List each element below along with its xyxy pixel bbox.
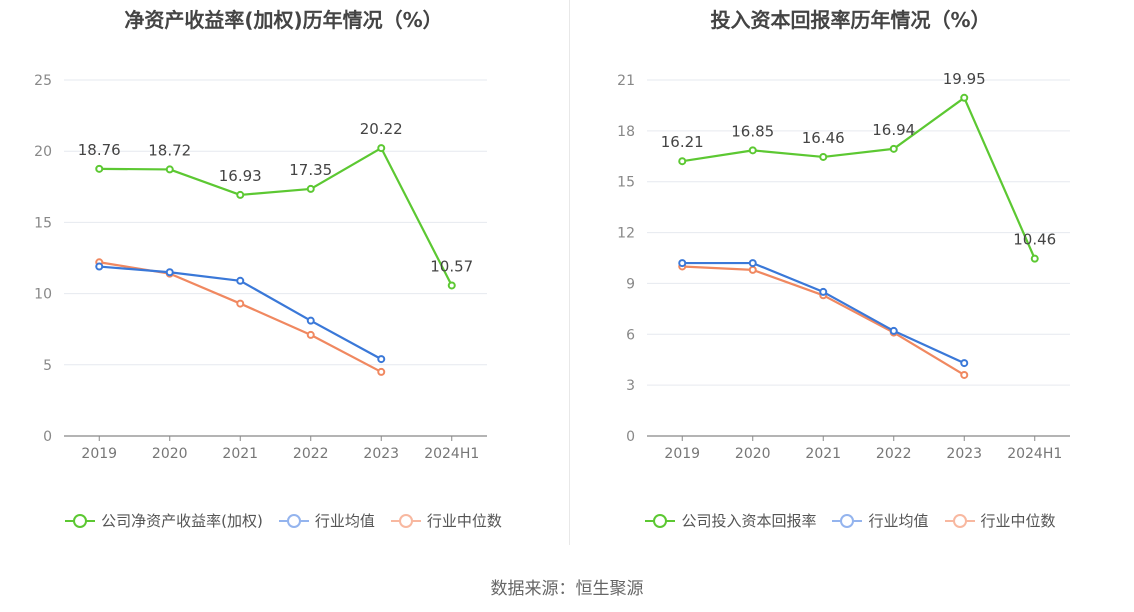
data-label: 17.35 (289, 161, 332, 179)
y-tick-label: 0 (43, 429, 52, 445)
x-tick-label: 2023 (946, 446, 982, 462)
y-tick-label: 15 (34, 215, 52, 231)
chart-legend: 公司投入资本回报率 行业均值 行业中位数 (567, 510, 1134, 531)
y-tick-label: 0 (626, 429, 635, 445)
legend-label: 公司净资产收益率(加权) (101, 512, 263, 530)
legend-label: 行业中位数 (980, 512, 1056, 530)
data-point (95, 262, 104, 271)
legend-marker-icon (832, 513, 863, 529)
data-point (377, 355, 386, 364)
x-tick-label: 2023 (363, 446, 399, 462)
data-point (819, 152, 828, 161)
y-tick-label: 15 (617, 175, 635, 191)
data-point (236, 276, 245, 285)
y-tick-label: 25 (34, 73, 52, 89)
x-tick-label: 2021 (222, 446, 258, 462)
x-tick-label: 2024H1 (1007, 446, 1062, 462)
chart-title: 投入资本回报率历年情况（%） (710, 8, 991, 32)
legend-label: 行业均值 (868, 512, 929, 530)
x-tick-label: 2022 (876, 446, 912, 462)
data-point (236, 190, 245, 199)
legend-marker-icon (944, 513, 975, 529)
legend-marker-icon (65, 513, 96, 529)
legend-label: 行业中位数 (426, 512, 502, 530)
series-line (99, 146, 453, 286)
y-tick-label: 18 (617, 124, 635, 140)
legend-marker-icon (278, 513, 309, 529)
data-point (447, 281, 456, 290)
y-tick-label: 12 (617, 226, 635, 242)
data-label: 20.22 (360, 120, 403, 138)
legend-marker-icon (390, 513, 421, 529)
data-point (960, 370, 969, 379)
data-label: 18.76 (78, 141, 121, 159)
data-label: 16.46 (802, 129, 845, 147)
data-label: 16.94 (872, 121, 915, 139)
legend-item[interactable]: 公司投入资本回报率 (645, 510, 816, 531)
data-label: 16.21 (661, 133, 704, 151)
x-tick-label: 2024H1 (424, 446, 479, 462)
y-tick-label: 9 (626, 276, 635, 292)
data-point (678, 259, 687, 268)
data-point (960, 93, 969, 102)
roe-line-chart: 0 5 10 15 20 25 2019 2020 2021 2022 2023 2024H1 18.7… (34, 73, 487, 462)
data-point (377, 144, 386, 153)
x-tick-label: 2019 (664, 446, 700, 462)
chart-title: 净资产收益率(加权)历年情况（%） (124, 8, 443, 32)
data-point (165, 165, 174, 174)
y-tick-label: 3 (626, 378, 635, 394)
legend-item[interactable]: 行业均值 (278, 510, 375, 531)
data-point (889, 326, 898, 335)
legend-label: 行业均值 (314, 512, 375, 530)
data-point (165, 268, 174, 277)
x-tick-label: 2019 (81, 446, 117, 462)
data-point (236, 299, 245, 308)
data-point (748, 259, 757, 268)
data-point (95, 164, 104, 173)
data-point (748, 265, 757, 274)
data-point (960, 359, 969, 368)
legend-item[interactable]: 行业中位数 (390, 510, 502, 531)
x-tick-label: 2020 (152, 446, 188, 462)
data-label: 19.95 (943, 70, 986, 88)
data-point (748, 146, 757, 155)
roe-chart-panel: 净资产收益率(加权)历年情况（%） 0 5 10 15 20 25 2019 2020 2021… (0, 0, 567, 560)
data-point (306, 184, 315, 193)
data-label: 16.93 (219, 167, 262, 185)
y-tick-label: 5 (43, 358, 52, 374)
y-tick-label: 21 (617, 73, 635, 89)
legend-marker-icon (645, 513, 676, 529)
y-tick-label: 10 (34, 287, 52, 303)
roic-chart-panel: 投入资本回报率历年情况（%） 0 3 6 9 12 15 18 21 2019 2020 2021 2… (567, 0, 1134, 560)
panel-divider (569, 0, 570, 545)
roic-line-chart: 0 3 6 9 12 15 18 21 2019 2020 2021 2022 2023 2024H1 16… (617, 70, 1070, 462)
data-label: 10.46 (1013, 231, 1056, 249)
data-point (377, 367, 386, 376)
chart-legend: 公司净资产收益率(加权) 行业均值 行业中位数 (0, 510, 567, 531)
data-point (889, 144, 898, 153)
series-line (682, 261, 965, 365)
x-tick-label: 2020 (735, 446, 771, 462)
series-line (682, 265, 965, 376)
data-label: 10.57 (430, 257, 473, 275)
data-point (819, 287, 828, 296)
data-point (306, 330, 315, 339)
data-point (1030, 254, 1039, 263)
y-tick-label: 20 (34, 144, 52, 160)
legend-item[interactable]: 公司净资产收益率(加权) (65, 510, 263, 531)
x-tick-label: 2022 (293, 446, 329, 462)
y-tick-label: 6 (626, 327, 635, 343)
source-note: 数据来源：恒生聚源 (490, 579, 644, 599)
series-line (682, 96, 1036, 260)
data-label: 18.72 (148, 141, 191, 159)
x-tick-label: 2021 (805, 446, 841, 462)
legend-item[interactable]: 行业均值 (832, 510, 929, 531)
data-point (306, 316, 315, 325)
data-point (678, 157, 687, 166)
data-label: 16.85 (731, 122, 774, 140)
legend-label: 公司投入资本回报率 (681, 512, 817, 530)
legend-item[interactable]: 行业中位数 (944, 510, 1056, 531)
